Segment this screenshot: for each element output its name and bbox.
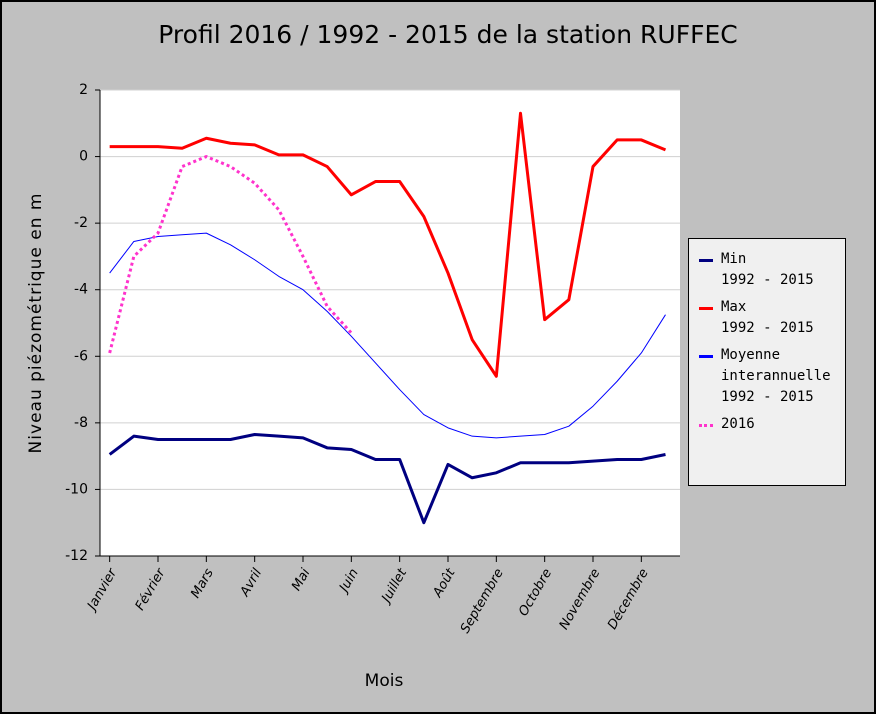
legend-swatch: [699, 424, 713, 427]
x-tick-label: Novembre: [557, 566, 604, 632]
x-tick-label: Mai: [289, 566, 314, 594]
x-tick-label: Janvier: [83, 565, 121, 615]
x-tick-label: Juin: [335, 566, 361, 597]
x-tick-label: Octobre: [516, 566, 555, 619]
x-tick-label: Mars: [188, 566, 217, 601]
x-tick-label: Septembre: [458, 566, 507, 636]
line-series: [108, 155, 353, 354]
legend-item: Moyenne interannuelle 1992 - 2015: [695, 345, 839, 408]
line-series: [109, 111, 667, 378]
y-tick-label: 0: [79, 149, 88, 165]
line-series: [108, 433, 666, 525]
y-tick-label: -4: [74, 282, 88, 298]
plot-area: [100, 90, 680, 556]
x-tick-label: Décembre: [605, 566, 652, 632]
y-tick-label: -6: [74, 348, 88, 364]
legend-item: Min 1992 - 2015: [695, 249, 839, 291]
x-tick-label: Avril: [237, 566, 265, 600]
x-tick-label: Juillet: [378, 565, 411, 607]
x-tick-label: Août: [430, 565, 459, 600]
y-tick-label: 2: [79, 82, 88, 98]
x-tick-label: Février: [133, 565, 170, 613]
legend-label: Moyenne interannuelle 1992 - 2015: [721, 347, 831, 405]
line-series: [109, 232, 666, 439]
y-tick-label: -10: [65, 481, 88, 497]
legend-label: Min 1992 - 2015: [721, 251, 814, 288]
y-tick-label: -2: [74, 215, 88, 231]
legend-label: Max 1992 - 2015: [721, 299, 814, 336]
y-axis-label: Niveau piézométrique en m: [26, 193, 46, 454]
x-axis-label: Mois: [365, 671, 404, 691]
legend-swatch: [699, 259, 713, 262]
y-tick-label: -12: [65, 548, 88, 564]
legend-label: 2016: [721, 416, 755, 432]
legend: Min 1992 - 2015 Max 1992 - 2015 Moyenne in…: [688, 238, 846, 486]
chart-title: Profil 2016 / 1992 - 2015 de la station …: [158, 20, 737, 49]
legend-swatch: [699, 307, 713, 310]
legend-swatch: [699, 355, 713, 358]
y-tick-label: -8: [74, 415, 88, 431]
legend-item: 2016: [695, 414, 839, 435]
legend-item: Max 1992 - 2015: [695, 297, 839, 339]
